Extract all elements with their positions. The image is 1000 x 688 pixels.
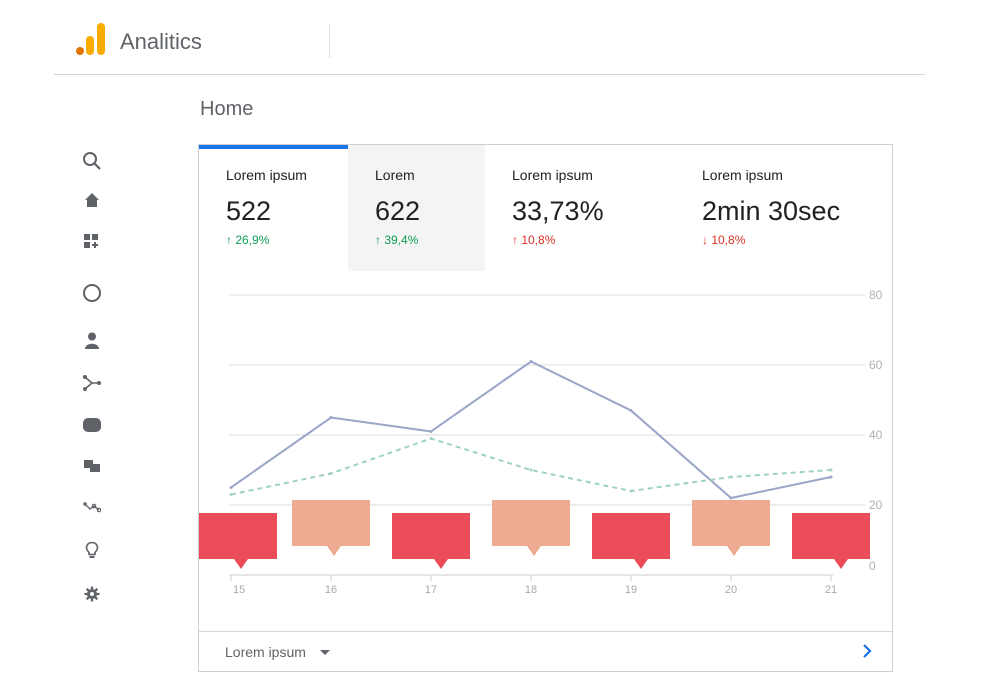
behavior-icon[interactable] [72, 411, 112, 439]
search-icon[interactable] [72, 147, 112, 175]
realtime-icon[interactable] [72, 279, 112, 307]
date-range-select[interactable]: Lorem ipsum [225, 644, 330, 660]
annotation-pointer [727, 546, 741, 556]
metric-label: Lorem ipsum [702, 167, 783, 183]
attribution-icon[interactable] [72, 493, 112, 521]
annotation-marker [292, 500, 370, 546]
data-point [329, 416, 333, 419]
overview-card: Lorem ipsum 522 ↑ 26,9% Lorem 622 ↑ 39,4… [198, 144, 893, 672]
data-point [429, 430, 433, 433]
acquisition-icon[interactable] [72, 369, 112, 397]
metric-tab-4[interactable]: Lorem ipsum 2min 30sec ↓ 10,8% [675, 145, 890, 271]
annotation-pointer [327, 546, 341, 556]
home-icon[interactable] [72, 186, 112, 214]
header-divider [329, 24, 330, 58]
data-point [729, 496, 733, 500]
metric-change: ↓ 10,8% [702, 233, 746, 247]
metric-change: ↑ 10,8% [512, 233, 556, 247]
annotation-pointer [634, 559, 648, 569]
x-tick-label: 19 [625, 584, 637, 596]
customize-dashboard-icon[interactable] [72, 227, 112, 255]
data-point [529, 360, 533, 363]
data-point [829, 468, 833, 472]
data-point [829, 475, 833, 479]
series-line-1 [230, 360, 832, 500]
metric-tab-2[interactable]: Lorem 622 ↑ 39,4% [348, 145, 485, 271]
data-point [729, 475, 733, 479]
metric-change: ↑ 26,9% [226, 233, 270, 247]
y-tick-label: 20 [869, 498, 883, 512]
metric-value: 522 [226, 196, 272, 226]
metric-value: 33,73% [512, 196, 604, 226]
card-footer: Lorem ipsum [199, 631, 892, 671]
y-tick-label: 80 [869, 288, 883, 302]
x-tick-label: 20 [725, 584, 737, 596]
annotation-marker [392, 513, 470, 559]
data-point [629, 489, 633, 493]
app-title: Analitics [120, 29, 202, 54]
analytics-logo-icon[interactable] [76, 22, 106, 56]
audience-icon[interactable] [72, 327, 112, 355]
data-point [229, 493, 233, 496]
date-range-label: Lorem ipsum [225, 644, 306, 660]
metric-label: Lorem ipsum [512, 167, 593, 183]
metric-value: 622 [375, 196, 421, 226]
x-tick-label: 18 [525, 584, 537, 596]
y-tick-label: 0 [869, 559, 876, 573]
chevron-right-icon[interactable] [862, 643, 872, 659]
data-point [229, 486, 233, 489]
conversions-icon[interactable] [72, 452, 112, 480]
annotation-marker [492, 500, 570, 546]
metric-value: 2min 30sec [702, 196, 841, 226]
data-point [329, 472, 333, 475]
page-title: Home [200, 98, 254, 120]
app-header: Analitics [54, 0, 925, 75]
annotation-pointer [527, 546, 541, 556]
sidebar-nav [72, 146, 112, 616]
annotation-marker [792, 513, 870, 559]
discover-icon[interactable] [72, 536, 112, 564]
metric-tab-3[interactable]: Lorem ipsum 33,73% ↑ 10,8% [485, 145, 675, 271]
annotation-pointer [434, 559, 448, 569]
annotation-pointer [834, 559, 848, 569]
annotation-marker [692, 500, 770, 546]
data-point [629, 409, 633, 412]
admin-icon[interactable] [72, 580, 112, 608]
x-tick-label: 17 [425, 584, 437, 596]
data-point [429, 437, 433, 440]
x-tick-label: 21 [825, 584, 837, 596]
metric-label: Lorem ipsum [226, 167, 307, 183]
metric-tab-1[interactable]: Lorem ipsum 522 ↑ 26,9% [199, 145, 348, 271]
annotation-marker [592, 513, 670, 559]
metric-label: Lorem [375, 167, 415, 183]
data-point [529, 468, 533, 472]
caret-down-icon [319, 649, 330, 655]
series-line-2 [230, 437, 832, 496]
annotation-marker [199, 513, 277, 559]
annotation-pointer [234, 559, 248, 569]
y-tick-label: 60 [869, 358, 883, 372]
line-chart: 0 20 40 60 80 15 16 17 18 19 20 21 [199, 288, 883, 596]
y-tick-label: 40 [869, 428, 883, 442]
x-tick-label: 16 [325, 584, 337, 596]
x-tick-label: 15 [233, 584, 245, 596]
metric-change: ↑ 39,4% [375, 233, 419, 247]
